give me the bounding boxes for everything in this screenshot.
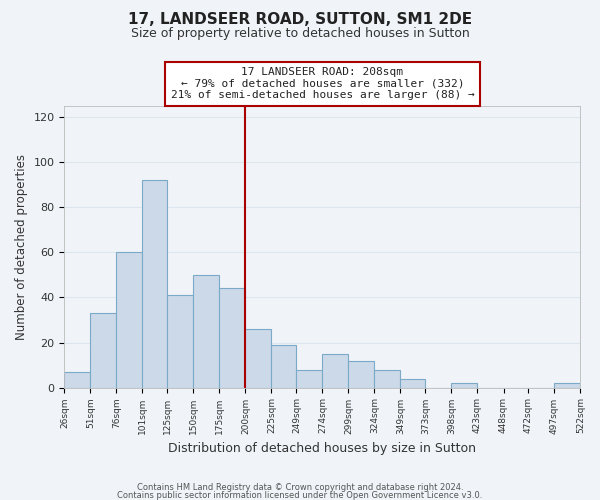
Text: 17, LANDSEER ROAD, SUTTON, SM1 2DE: 17, LANDSEER ROAD, SUTTON, SM1 2DE xyxy=(128,12,472,28)
Bar xyxy=(451,383,478,388)
Bar xyxy=(142,180,167,388)
Bar xyxy=(400,378,425,388)
Bar xyxy=(245,329,271,388)
Bar xyxy=(322,354,349,388)
Bar xyxy=(349,360,374,388)
X-axis label: Distribution of detached houses by size in Sutton: Distribution of detached houses by size … xyxy=(169,442,476,455)
Bar xyxy=(116,252,142,388)
Text: 17 LANDSEER ROAD: 208sqm
← 79% of detached houses are smaller (332)
21% of semi-: 17 LANDSEER ROAD: 208sqm ← 79% of detach… xyxy=(170,67,475,100)
Bar xyxy=(554,383,580,388)
Bar xyxy=(193,275,220,388)
Bar xyxy=(374,370,400,388)
Bar xyxy=(220,288,245,388)
Text: Contains HM Land Registry data © Crown copyright and database right 2024.: Contains HM Land Registry data © Crown c… xyxy=(137,482,463,492)
Bar xyxy=(271,345,296,388)
Bar xyxy=(91,313,116,388)
Text: Size of property relative to detached houses in Sutton: Size of property relative to detached ho… xyxy=(131,28,469,40)
Bar xyxy=(64,372,91,388)
Y-axis label: Number of detached properties: Number of detached properties xyxy=(15,154,28,340)
Text: Contains public sector information licensed under the Open Government Licence v3: Contains public sector information licen… xyxy=(118,491,482,500)
Bar xyxy=(167,295,193,388)
Bar xyxy=(296,370,322,388)
